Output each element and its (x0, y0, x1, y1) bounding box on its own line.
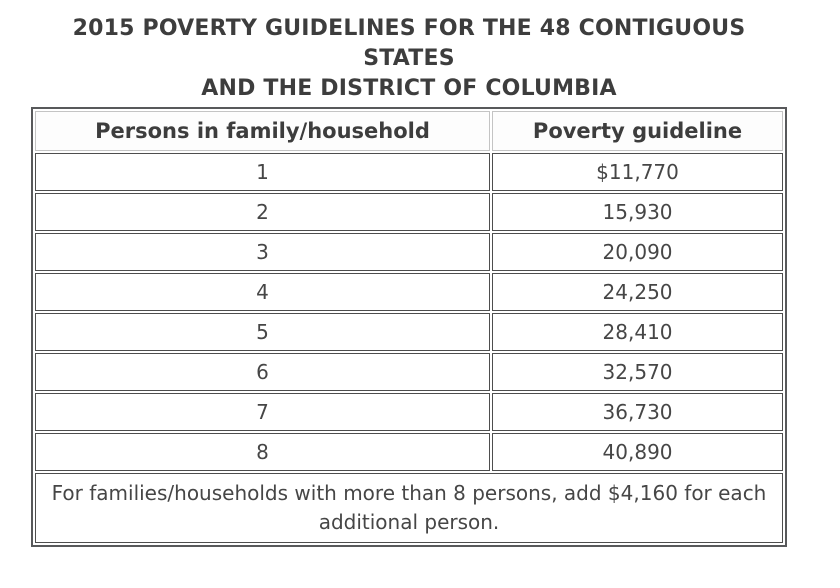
table-row: 4 24,250 (35, 273, 783, 311)
cell-persons: 5 (35, 313, 491, 351)
table-row: 7 36,730 (35, 393, 783, 431)
poverty-guidelines-table: Persons in family/household Poverty guid… (31, 107, 787, 547)
table-row: 8 40,890 (35, 433, 783, 471)
table-row: 6 32,570 (35, 353, 783, 391)
cell-persons: 4 (35, 273, 491, 311)
page-title-line-1: 2015 POVERTY GUIDELINES FOR THE 48 CONTI… (72, 16, 746, 41)
page: 2015 POVERTY GUIDELINES FOR THE 48 CONTI… (31, 0, 787, 547)
page-title-line-2: STATES (363, 46, 455, 71)
header-row: Persons in family/household Poverty guid… (35, 111, 783, 151)
column-header-guideline: Poverty guideline (492, 111, 783, 151)
table-row: 3 20,090 (35, 233, 783, 271)
cell-persons: 3 (35, 233, 491, 271)
cell-guideline: 40,890 (492, 433, 783, 471)
footnote-row: For families/households with more than 8… (35, 473, 783, 543)
cell-persons: 7 (35, 393, 491, 431)
cell-guideline: $11,770 (492, 153, 783, 191)
cell-guideline: 28,410 (492, 313, 783, 351)
cell-guideline: 15,930 (492, 193, 783, 231)
cell-persons: 2 (35, 193, 491, 231)
cell-guideline: 36,730 (492, 393, 783, 431)
table-row: 2 15,930 (35, 193, 783, 231)
table-row: 1 $11,770 (35, 153, 783, 191)
cell-guideline: 32,570 (492, 353, 783, 391)
page-title: 2015 POVERTY GUIDELINES FOR THE 48 CONTI… (31, 14, 787, 104)
cell-persons: 1 (35, 153, 491, 191)
cell-guideline: 24,250 (492, 273, 783, 311)
page-title-line-3: AND THE DISTRICT OF COLUMBIA (201, 76, 617, 101)
cell-guideline: 20,090 (492, 233, 783, 271)
cell-persons: 6 (35, 353, 491, 391)
column-header-persons: Persons in family/household (35, 111, 491, 151)
cell-persons: 8 (35, 433, 491, 471)
footnote-cell: For families/households with more than 8… (35, 473, 783, 543)
table-row: 5 28,410 (35, 313, 783, 351)
